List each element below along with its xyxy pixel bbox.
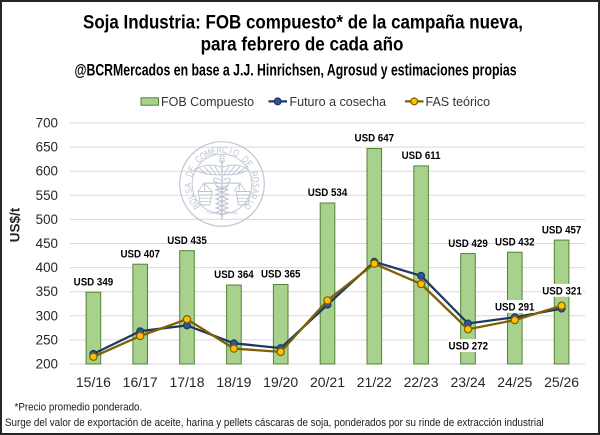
svg-text:FAS teórico: FAS teórico bbox=[426, 95, 491, 109]
svg-text:Soja Industria: FOB compuesto*: Soja Industria: FOB compuesto* de la cam… bbox=[83, 10, 523, 32]
svg-text:D: D bbox=[183, 170, 195, 178]
svg-text:FUNDADA EN 1884: FUNDADA EN 1884 bbox=[206, 211, 238, 215]
svg-text:400: 400 bbox=[36, 260, 58, 275]
svg-text:C: C bbox=[222, 144, 228, 156]
svg-text:19/20: 19/20 bbox=[263, 374, 298, 390]
svg-text:USD 432: USD 432 bbox=[495, 237, 535, 249]
svg-text:O: O bbox=[250, 176, 262, 183]
svg-text:USD 291: USD 291 bbox=[495, 302, 535, 314]
svg-text:650: 650 bbox=[36, 140, 58, 155]
svg-text:*Precio promedio ponderado.: *Precio promedio ponderado. bbox=[15, 401, 143, 414]
svg-text:USD 611: USD 611 bbox=[402, 151, 441, 163]
svg-text:S: S bbox=[183, 187, 195, 194]
svg-text:E: E bbox=[186, 164, 198, 174]
svg-text:22/23: 22/23 bbox=[404, 374, 439, 390]
svg-text:21/22: 21/22 bbox=[357, 374, 392, 390]
svg-text:USD 364: USD 364 bbox=[214, 270, 254, 282]
svg-text:500: 500 bbox=[36, 212, 58, 227]
svg-text:USD 435: USD 435 bbox=[167, 235, 207, 247]
svg-text:20/21: 20/21 bbox=[310, 374, 345, 390]
svg-text:D: D bbox=[240, 153, 252, 165]
svg-text:15/16: 15/16 bbox=[76, 374, 111, 390]
svg-text:17/18: 17/18 bbox=[169, 374, 204, 390]
svg-text:600: 600 bbox=[36, 164, 58, 179]
svg-text:O: O bbox=[231, 147, 241, 160]
svg-text:25/26: 25/26 bbox=[544, 374, 579, 390]
svg-text:para febrero de cada año: para febrero de cada año bbox=[201, 32, 404, 54]
svg-text:USD 647: USD 647 bbox=[355, 133, 395, 145]
svg-text:@BCRMercados en base a J.J. Hi: @BCRMercados en base a J.J. Hinrichsen, … bbox=[74, 62, 516, 80]
svg-text:L: L bbox=[184, 192, 196, 200]
svg-text:US$/t: US$/t bbox=[8, 207, 23, 242]
svg-text:E: E bbox=[243, 158, 255, 169]
svg-text:S: S bbox=[250, 183, 261, 189]
svg-text:FOB Compuesto: FOB Compuesto bbox=[161, 95, 254, 109]
svg-text:USD 365: USD 365 bbox=[261, 269, 301, 281]
svg-text:200: 200 bbox=[36, 357, 58, 372]
svg-text:700: 700 bbox=[36, 116, 58, 131]
svg-text:16/17: 16/17 bbox=[123, 374, 158, 390]
svg-text:R: R bbox=[247, 192, 259, 201]
svg-text:23/24: 23/24 bbox=[450, 374, 485, 390]
svg-text:O: O bbox=[187, 196, 200, 207]
svg-text:250: 250 bbox=[36, 332, 58, 347]
svg-text:300: 300 bbox=[36, 308, 58, 323]
svg-text:O: O bbox=[197, 149, 208, 162]
svg-text:350: 350 bbox=[36, 284, 58, 299]
svg-text:I: I bbox=[228, 145, 233, 156]
svg-text:USD 407: USD 407 bbox=[120, 249, 160, 261]
svg-text:USD 349: USD 349 bbox=[74, 277, 114, 289]
svg-text:O: O bbox=[241, 200, 253, 212]
svg-text:C: C bbox=[193, 153, 205, 165]
svg-text:550: 550 bbox=[36, 188, 58, 203]
svg-text:R: R bbox=[248, 170, 260, 178]
svg-text:R: R bbox=[216, 144, 222, 156]
svg-text:24/25: 24/25 bbox=[497, 374, 532, 390]
svg-text:A: A bbox=[249, 187, 261, 194]
svg-text:USD 429: USD 429 bbox=[448, 238, 488, 250]
svg-text:USD 457: USD 457 bbox=[542, 225, 582, 237]
svg-text:B: B bbox=[190, 201, 202, 212]
svg-text:E: E bbox=[210, 145, 218, 157]
svg-text:Futuro a cosecha: Futuro a cosecha bbox=[290, 95, 387, 109]
svg-text:Surge del valor de exportación: Surge del valor de exportación de aceite… bbox=[5, 416, 544, 429]
svg-text:I: I bbox=[246, 198, 257, 206]
svg-text:450: 450 bbox=[36, 236, 58, 251]
svg-text:M: M bbox=[203, 147, 213, 160]
svg-text:USD 272: USD 272 bbox=[449, 341, 489, 353]
svg-text:USD 534: USD 534 bbox=[308, 188, 348, 200]
svg-text:18/19: 18/19 bbox=[216, 374, 251, 390]
svg-text:A: A bbox=[182, 182, 193, 188]
svg-text:USD 321: USD 321 bbox=[542, 286, 582, 298]
